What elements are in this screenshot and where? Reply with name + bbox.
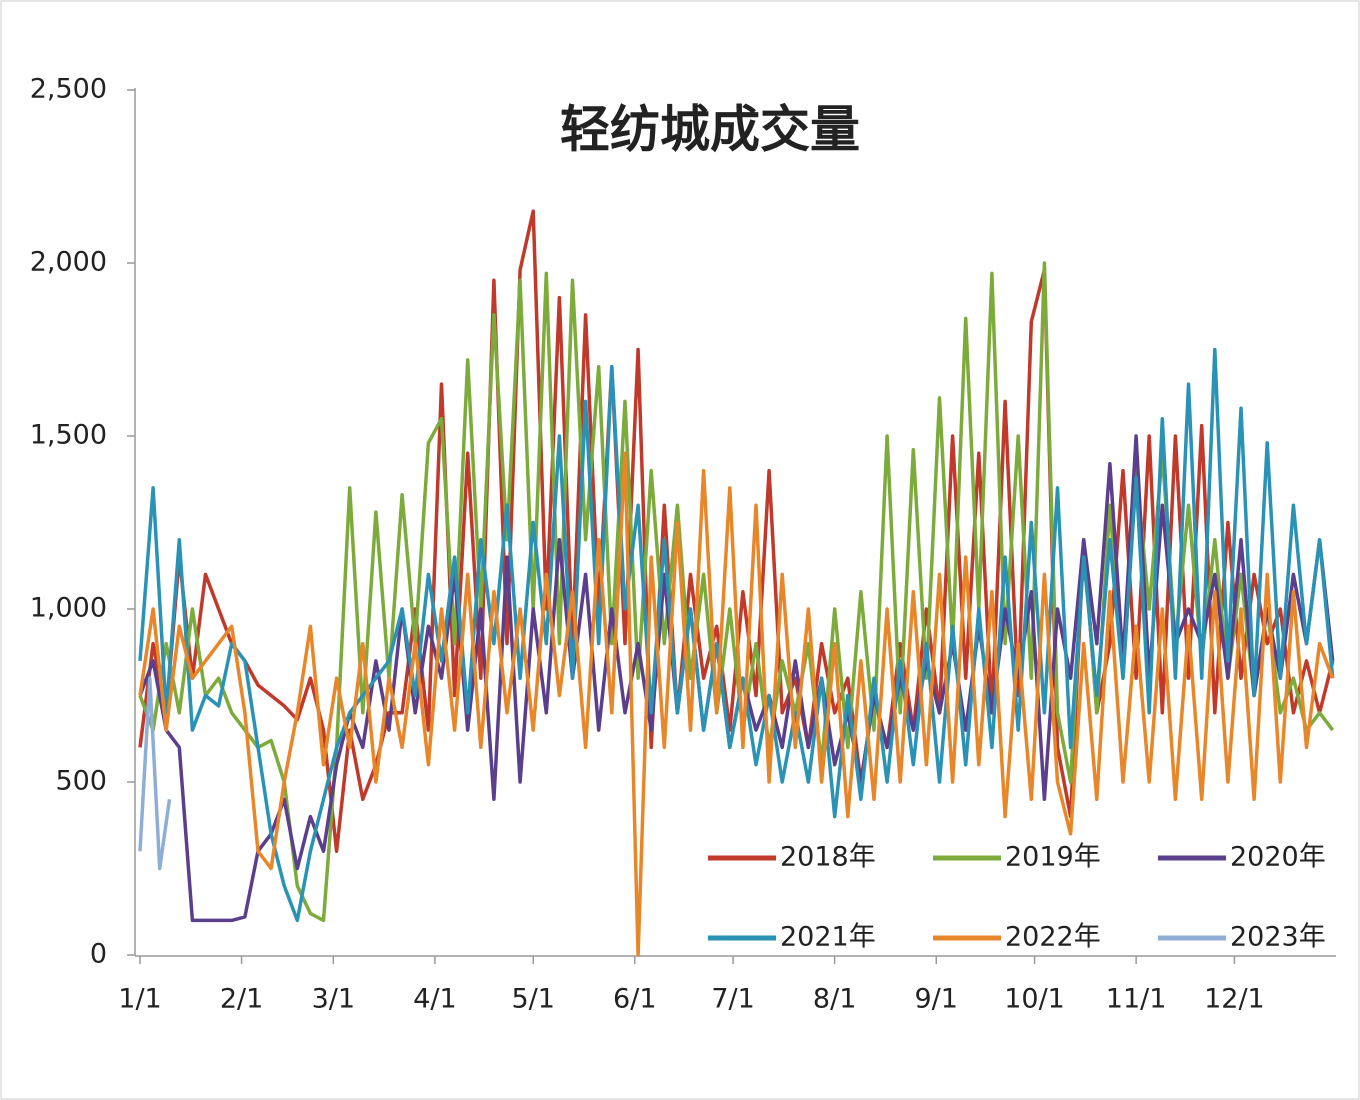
x-tick-label: 3/1: [312, 984, 355, 1015]
x-tick-label: 6/1: [613, 984, 656, 1015]
y-tick-label: 1,000: [30, 593, 107, 624]
x-tick-label: 5/1: [511, 984, 554, 1015]
x-tick-label: 4/1: [413, 984, 456, 1015]
chart-title: 轻纺城成交量: [560, 101, 860, 159]
y-tick-label: 2,500: [30, 74, 107, 105]
x-tick-label: 11/1: [1106, 984, 1167, 1015]
y-tick-label: 1,500: [30, 420, 107, 451]
y-tick-label: 500: [55, 766, 107, 797]
y-tick-label: 0: [90, 939, 107, 970]
legend-label: 2022年: [1005, 922, 1101, 953]
series-line: [138, 451, 1335, 957]
series-line: [138, 676, 172, 871]
y-tick-label: 2,000: [30, 247, 107, 278]
legend-label: 2021年: [780, 922, 876, 953]
legend-label: 2018年: [780, 842, 876, 873]
x-tick-label: 1/1: [118, 984, 161, 1015]
series-line: [138, 347, 1335, 923]
x-tick-label: 10/1: [1004, 984, 1065, 1015]
legend-label: 2023年: [1230, 922, 1326, 953]
legend-label: 2019年: [1005, 842, 1101, 873]
x-tick-label: 9/1: [915, 984, 958, 1015]
legend-label: 2020年: [1230, 842, 1326, 873]
x-tick-label: 8/1: [813, 984, 856, 1015]
x-tick-label: 7/1: [711, 984, 754, 1015]
x-tick-label: 2/1: [220, 984, 263, 1015]
x-tick-label: 12/1: [1204, 984, 1265, 1015]
